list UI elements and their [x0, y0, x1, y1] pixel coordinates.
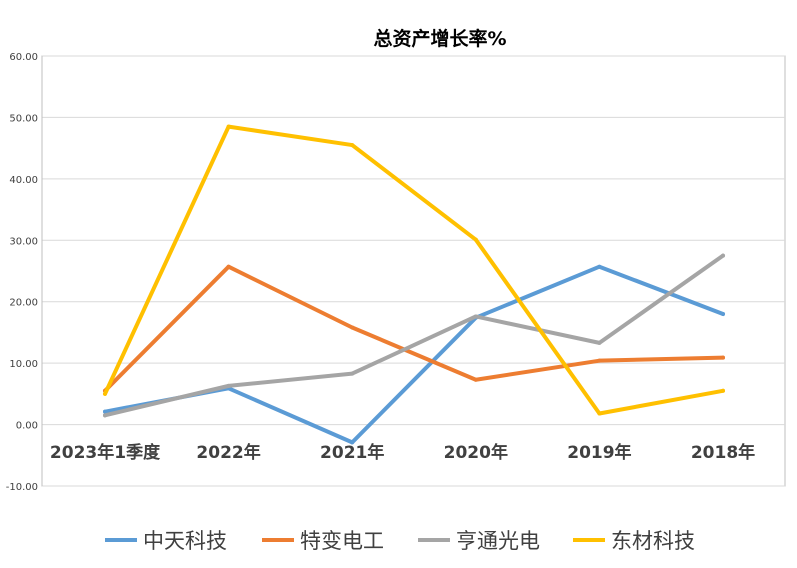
x-tick-label: 2022年: [196, 442, 260, 463]
data-point: [473, 237, 478, 242]
chart-title: 总资产增长率%: [373, 27, 506, 50]
x-tick-label: 2019年: [567, 442, 631, 463]
y-tick-label: 10.00: [9, 359, 38, 370]
legend-label: 特变电工: [300, 529, 384, 553]
data-point: [103, 391, 107, 396]
y-tick-label: 50.00: [9, 113, 38, 124]
data-point: [350, 143, 355, 148]
data-point: [721, 253, 725, 258]
plot-area: [41, 55, 786, 487]
data-point: [473, 377, 478, 382]
data-point: [226, 124, 231, 129]
data-point: [103, 413, 107, 418]
legend-label: 亨通光电: [456, 529, 540, 553]
data-point: [597, 411, 602, 416]
series-line-3: [103, 124, 725, 416]
data-point: [473, 314, 478, 319]
data-point: [597, 358, 602, 363]
data-point: [597, 264, 602, 269]
x-tick-label: 2018年: [691, 442, 755, 463]
data-point: [721, 388, 725, 393]
data-point: [226, 383, 231, 388]
data-point: [597, 340, 602, 345]
y-tick-label: -10.00: [6, 482, 38, 493]
legend-label: 东材科技: [611, 529, 695, 553]
y-tick-label: 30.00: [9, 236, 38, 247]
y-tick-label: 0.00: [16, 421, 38, 432]
y-tick-label: 20.00: [9, 298, 38, 309]
data-point: [721, 355, 725, 360]
data-point: [226, 264, 231, 269]
y-tick-label: 40.00: [9, 175, 38, 186]
series-line-1: [103, 264, 725, 393]
data-point: [721, 312, 725, 316]
data-point: [350, 371, 355, 376]
data-point: [103, 409, 107, 414]
series-line-2: [103, 253, 725, 418]
legend-label: 中天科技: [143, 529, 227, 553]
data-point: [350, 440, 355, 445]
data-point: [350, 325, 355, 330]
x-tick-label: 2021年: [320, 442, 384, 463]
x-tick-label: 2020年: [444, 442, 508, 463]
y-tick-label: 60.00: [9, 52, 38, 63]
x-tick-label: 2023年1季度: [50, 442, 161, 463]
